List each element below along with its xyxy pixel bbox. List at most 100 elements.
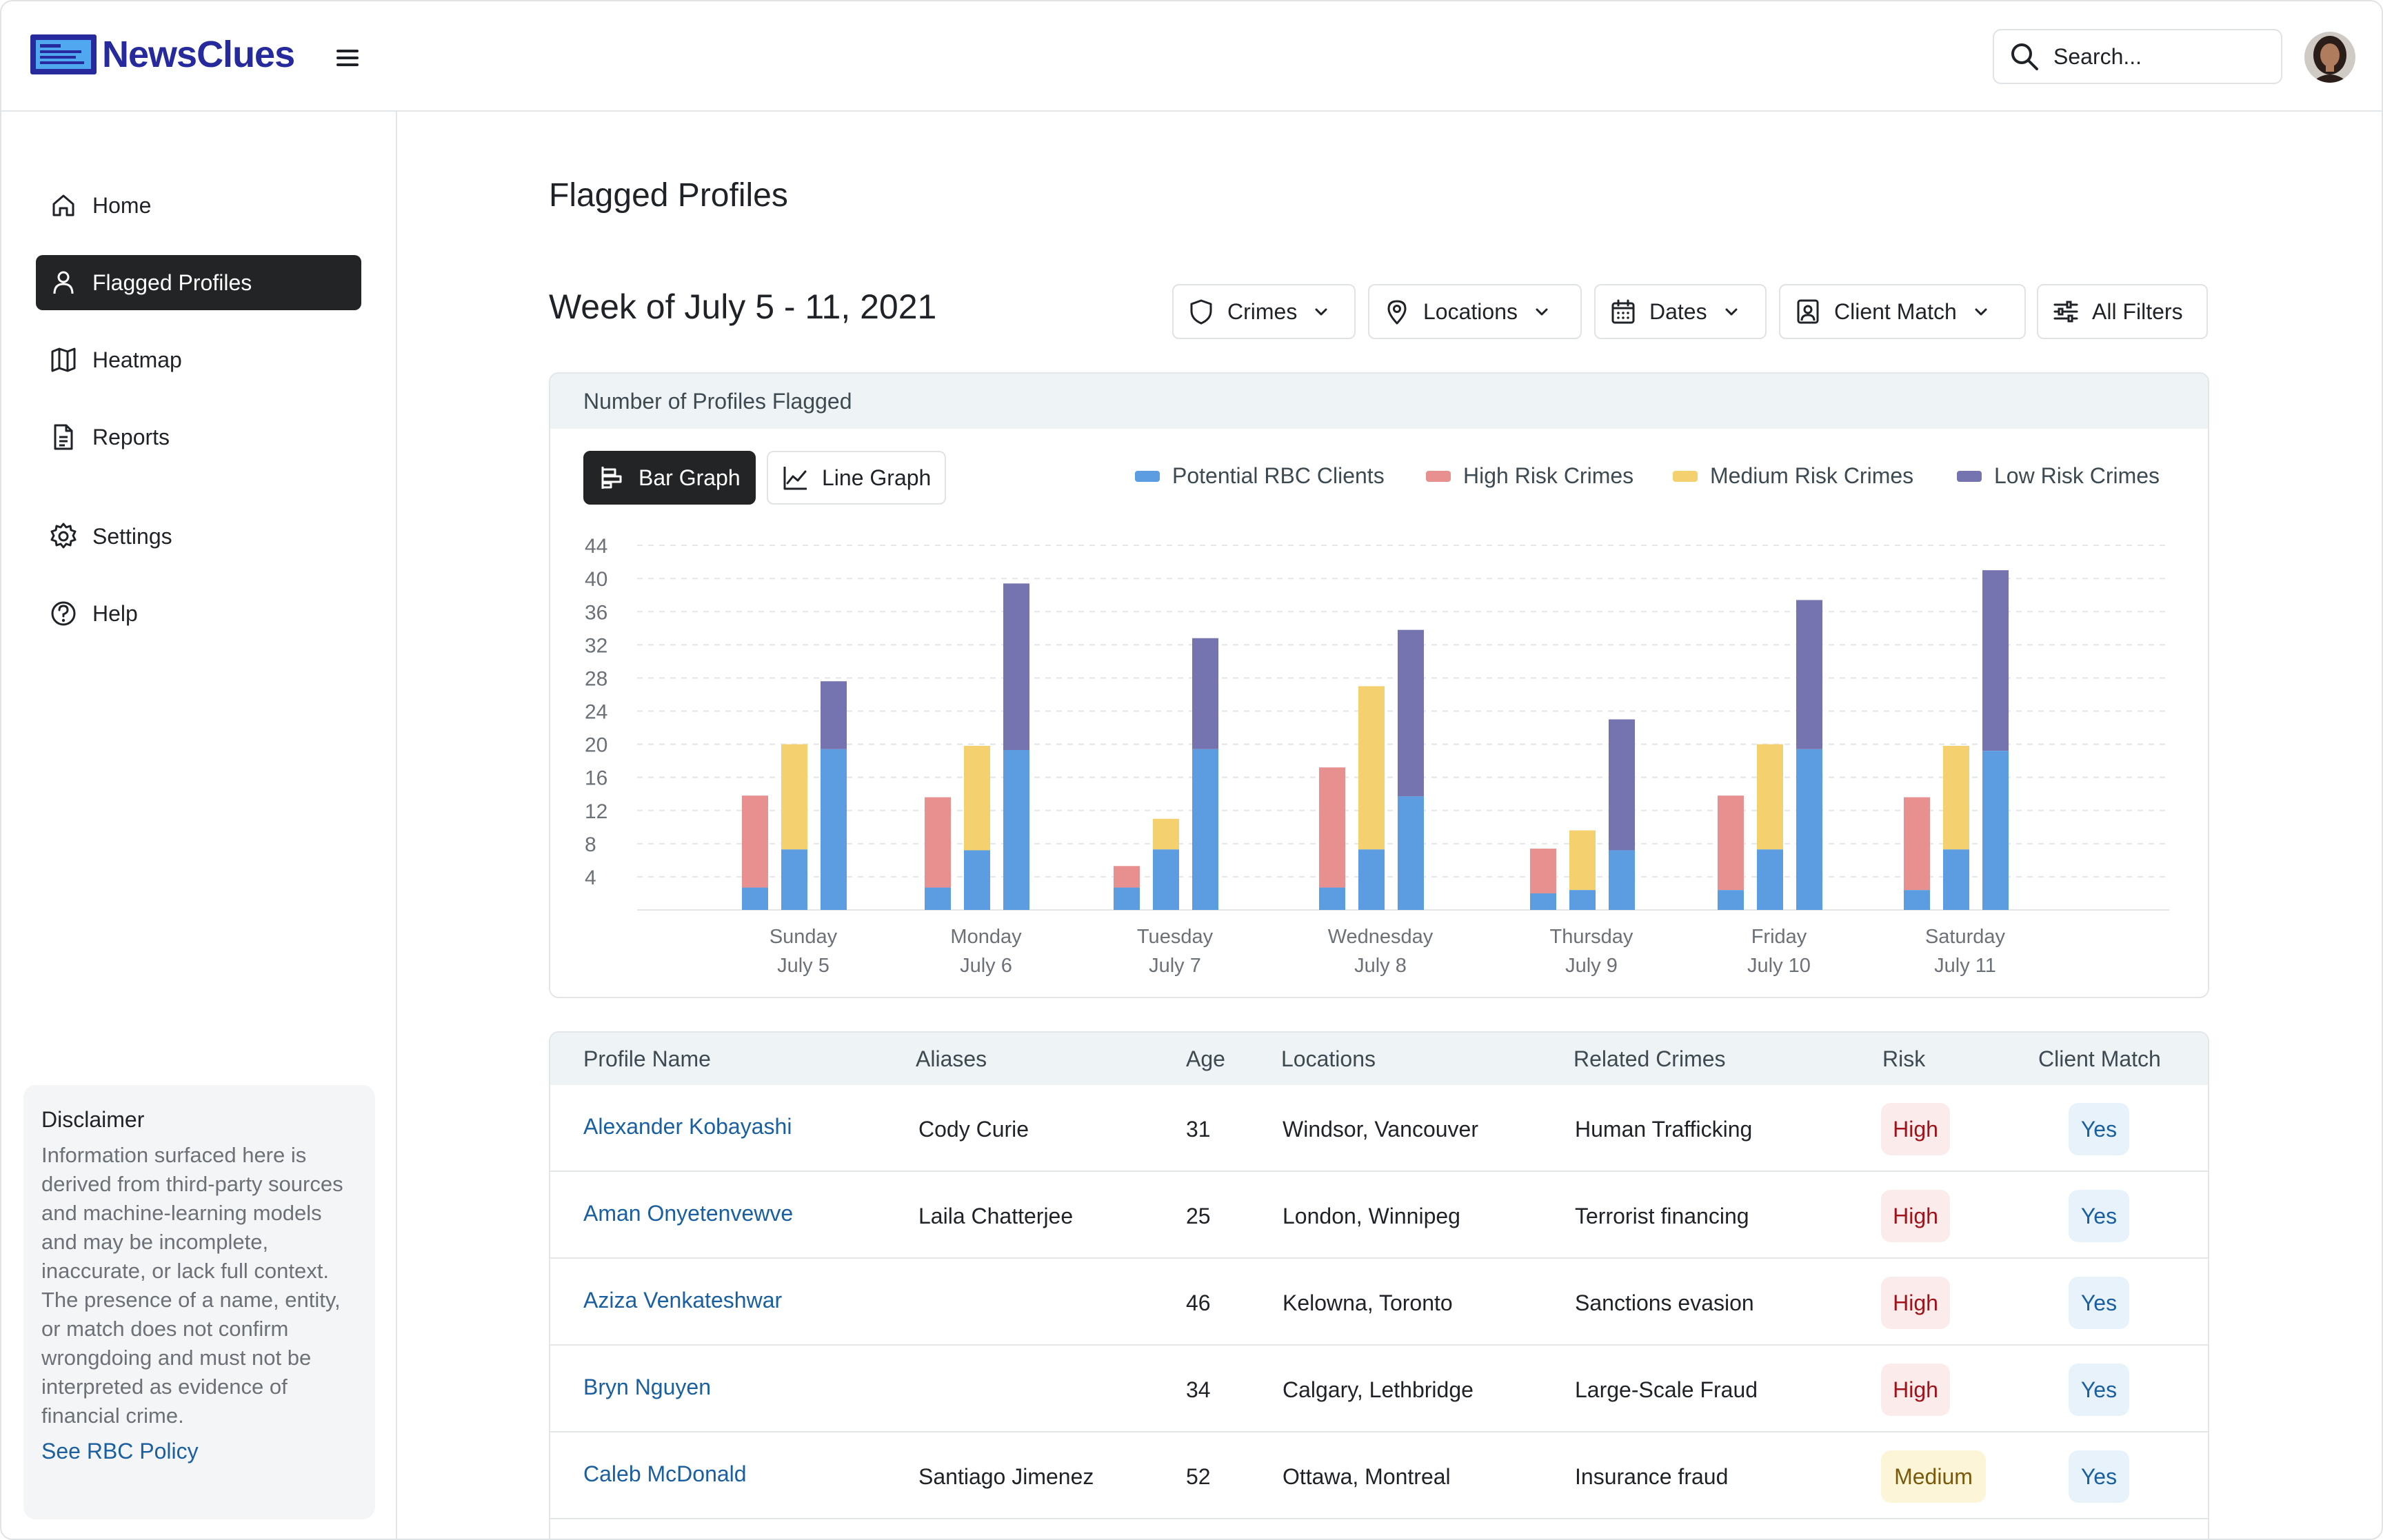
bar-medium-risk-crimes	[1153, 818, 1179, 850]
column-header-profile-name[interactable]: Profile Name	[583, 1046, 711, 1071]
line-graph-toggle[interactable]: Line Graph	[767, 451, 947, 505]
locations-cell: London, Winnipeg	[1283, 1204, 1460, 1228]
filter-label: Locations	[1423, 298, 1518, 324]
table-row[interactable]: Aziza Venkateshwar 46 Kelowna, Toronto Sanc…	[550, 1259, 2208, 1346]
related-crimes-cell: Sanctions evasion	[1575, 1290, 1754, 1315]
filter-locations[interactable]: Locations	[1368, 284, 1582, 339]
filter-client-match[interactable]: Client Match	[1779, 284, 2026, 339]
column-header-client-match[interactable]: Client Match	[2038, 1046, 2161, 1071]
y-tick-label: 12	[585, 800, 607, 823]
column-header-aliases[interactable]: Aliases	[916, 1046, 987, 1071]
sidebar-item-home[interactable]: Home	[36, 178, 361, 233]
filter-dates[interactable]: Dates	[1594, 284, 1767, 339]
hamburger-menu-icon[interactable]	[331, 41, 364, 74]
x-tick-day-label: Thursday	[1550, 926, 1633, 948]
help-icon	[51, 601, 76, 626]
client-match-badge: Yes	[2069, 1364, 2129, 1416]
y-tick-label: 32	[585, 634, 607, 657]
table-body: Alexander Kobayashi Cody Curie 31 Windsor, …	[550, 1085, 2208, 1519]
chevron-down-icon	[1536, 308, 1548, 316]
bar-low-risk-crimes	[1192, 638, 1218, 749]
age-cell: 34	[1186, 1377, 1211, 1402]
profile-name-link[interactable]: Caleb McDonald	[583, 1461, 747, 1486]
legend-label: Low Risk Crimes	[1994, 463, 2160, 488]
disclaimer-title: Disclaimer	[41, 1107, 145, 1132]
profile-name-link[interactable]: Bryn Nguyen	[583, 1375, 711, 1399]
risk-badge: High	[1881, 1190, 1950, 1242]
sidebar: Home Flagged Profiles Heatmap Reports Se…	[1, 112, 397, 1539]
gear-icon	[50, 523, 77, 549]
x-tick-date-label: July 8	[1354, 955, 1407, 977]
y-tick-label: 44	[585, 535, 607, 558]
table-row[interactable]: Caleb McDonald Santiago Jimenez 52 Ottawa, …	[550, 1432, 2208, 1519]
age-cell: 25	[1186, 1204, 1211, 1228]
top-bar: NewsClues	[1, 1, 2382, 112]
column-header-risk[interactable]: Risk	[1882, 1046, 1926, 1071]
risk-badge: High	[1881, 1364, 1950, 1416]
chevron-down-icon	[1725, 308, 1738, 316]
sidebar-item-heatmap[interactable]: Heatmap	[36, 332, 361, 387]
search-box[interactable]	[1993, 29, 2282, 84]
profile-name-link[interactable]: Aziza Venkateshwar	[583, 1288, 783, 1313]
filter-label: All Filters	[2092, 298, 2183, 324]
rbc-policy-link[interactable]: See RBC Policy	[41, 1439, 199, 1463]
bar-potential-rbc-clients	[821, 749, 847, 910]
y-tick-label: 40	[585, 568, 607, 591]
bar-high-risk-crimes	[1319, 767, 1345, 888]
all-filters-button[interactable]: All Filters	[2037, 284, 2208, 339]
bar-chart-icon	[601, 467, 622, 489]
pin-icon	[1387, 300, 1407, 325]
disclaimer-panel: Disclaimer Information surfaced here is …	[23, 1085, 375, 1519]
bar-potential-rbc-clients	[1796, 749, 1822, 910]
logo[interactable]: NewsClues	[29, 33, 295, 76]
bar-potential-rbc-clients	[1153, 849, 1179, 910]
profile-name-link[interactable]: Alexander Kobayashi	[583, 1114, 792, 1139]
bar-potential-rbc-clients	[1982, 751, 2009, 910]
sidebar-item-flagged-profiles[interactable]: Flagged Profiles	[36, 255, 361, 310]
table-row[interactable]: Bryn Nguyen 34 Calgary, Lethbridge Large-Sc…	[550, 1346, 2208, 1432]
avatar-image	[2304, 32, 2355, 83]
sidebar-item-label: Heatmap	[92, 347, 182, 372]
bar-potential-rbc-clients	[1003, 750, 1029, 910]
chart-header: Number of Profiles Flagged	[550, 374, 2208, 429]
legend-swatch	[1135, 470, 1160, 482]
bar-potential-rbc-clients	[1530, 893, 1556, 910]
bar-high-risk-crimes	[1904, 797, 1930, 891]
profile-name-link[interactable]: Aman Onyetenvewve	[583, 1201, 794, 1226]
bar-medium-risk-crimes	[1757, 744, 1783, 850]
column-header-age[interactable]: Age	[1186, 1046, 1225, 1071]
search-icon	[2011, 43, 2038, 70]
related-crimes-cell: Terrorist financing	[1575, 1204, 1749, 1228]
sidebar-item-label: Flagged Profiles	[92, 270, 252, 295]
x-tick-date-label: July 7	[1149, 955, 1201, 977]
x-tick-day-label: Wednesday	[1328, 926, 1434, 948]
bar-potential-rbc-clients	[1114, 887, 1140, 910]
bar-low-risk-crimes	[1796, 600, 1822, 749]
y-tick-label: 4	[585, 867, 596, 889]
bar-potential-rbc-clients	[1192, 749, 1218, 910]
table-row[interactable]: Aman Onyetenvewve Laila Chatterjee 25 Londo…	[550, 1172, 2208, 1259]
legend-swatch	[1426, 470, 1451, 482]
column-header-locations[interactable]: Locations	[1281, 1046, 1376, 1071]
bar-low-risk-crimes	[1982, 570, 2009, 751]
home-icon	[52, 194, 74, 216]
filter-crimes[interactable]: Crimes	[1172, 284, 1356, 339]
y-tick-label: 28	[585, 667, 607, 690]
bar-potential-rbc-clients	[964, 850, 990, 910]
y-tick-label: 16	[585, 767, 607, 790]
y-tick-label: 36	[585, 601, 607, 624]
sidebar-item-help[interactable]: Help	[36, 586, 361, 641]
user-avatar[interactable]	[2304, 32, 2355, 83]
bar-low-risk-crimes	[1398, 629, 1424, 797]
bar-graph-toggle[interactable]: Bar Graph	[583, 451, 756, 505]
search-input[interactable]	[2053, 43, 2274, 70]
bar-low-risk-crimes	[1609, 719, 1635, 851]
column-header-related-crimes[interactable]: Related Crimes	[1573, 1046, 1726, 1071]
x-tick-day-label: Monday	[950, 926, 1022, 948]
risk-badge: High	[1881, 1277, 1950, 1329]
sidebar-item-reports[interactable]: Reports	[36, 409, 361, 465]
alias-cell: Santiago Jimenez	[918, 1464, 1094, 1489]
table-row[interactable]: Alexander Kobayashi Cody Curie 31 Windsor, …	[550, 1085, 2208, 1172]
sidebar-item-settings[interactable]: Settings	[36, 509, 361, 564]
locations-cell: Windsor, Vancouver	[1283, 1117, 1478, 1142]
